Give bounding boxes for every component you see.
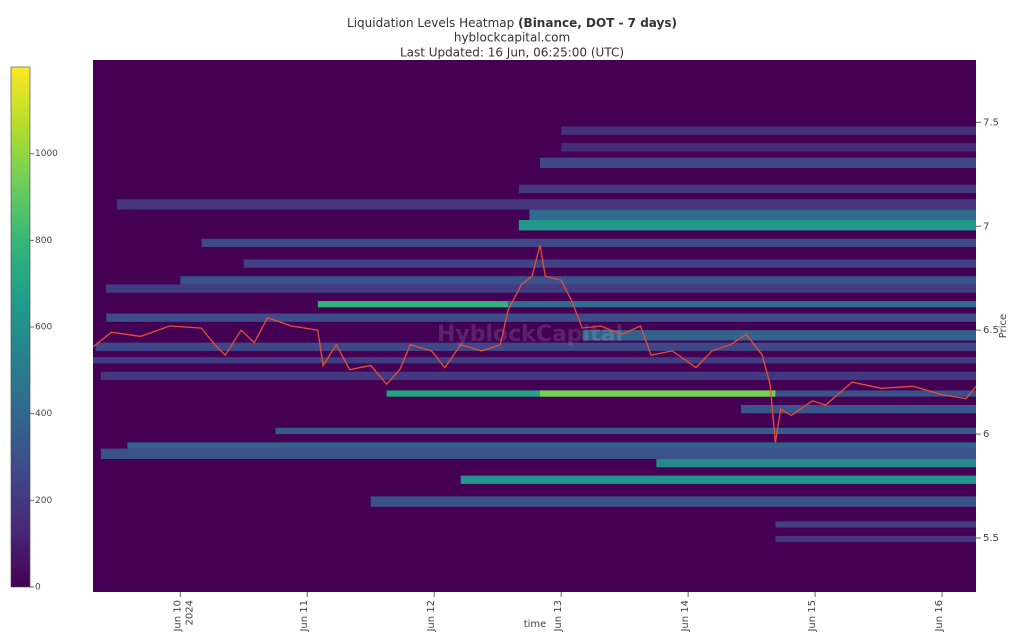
- heat-cell: [370, 496, 976, 507]
- heat-cell: [529, 209, 976, 221]
- heat-cell: [775, 535, 976, 543]
- price-line: [93, 244, 976, 443]
- heat-cell: [95, 342, 976, 351]
- watermark: HyblockCapital: [437, 322, 623, 347]
- heat-cell: [561, 143, 976, 152]
- heat-cell: [460, 475, 976, 484]
- x-tick-label: Jun 14: [680, 600, 691, 633]
- heat-cell: [317, 301, 509, 308]
- heat-cell: [775, 390, 976, 397]
- colorbar-tick-label: 0: [35, 583, 41, 593]
- heat-cell: [741, 404, 976, 414]
- heat-cell: [518, 220, 976, 231]
- colorbar-tick-label: 600: [35, 323, 52, 333]
- x-axis-label: time: [524, 619, 547, 630]
- heat-cell: [106, 313, 976, 322]
- x-tick-label: Jun 13: [553, 600, 564, 633]
- y-tick-label: 6: [983, 429, 989, 440]
- subtitle: hyblockcapital.com: [454, 31, 570, 45]
- heat-cell: [540, 390, 776, 397]
- heat-cell: [127, 442, 976, 449]
- heat-cell: [100, 448, 976, 459]
- heat-cell: [275, 427, 976, 435]
- plot-area: HyblockCapital: [93, 60, 976, 592]
- colorbar: [10, 66, 31, 588]
- x-tick-label: Jun 16: [934, 600, 945, 633]
- colorbar-tick-label: 800: [35, 236, 52, 246]
- title-text: Liquidation Levels Heatmap: [347, 16, 518, 30]
- heat-cell: [582, 330, 976, 341]
- colorbar-tick-label: 400: [35, 409, 52, 419]
- heat-cell: [116, 199, 976, 210]
- heat-cell: [540, 157, 976, 169]
- heat-cell: [561, 126, 976, 135]
- heat-cell: [100, 371, 976, 381]
- y-axis-label: Price: [998, 314, 1009, 338]
- chart-title: Liquidation Levels Heatmap (Binance, DOT…: [347, 16, 677, 30]
- heat-cell: [106, 284, 976, 293]
- heat-cell: [775, 521, 976, 528]
- overlay: 5.5 6 6.5 7 7.5 Jun 10 2024 Jun 11 Jun 12 Jun 13 J…: [10, 66, 999, 633]
- heat-cell: [508, 301, 976, 308]
- y-tick-label: 5.5: [983, 533, 999, 544]
- heat-cell: [201, 238, 976, 248]
- heat-cell: [93, 357, 976, 364]
- y-tick-label: 7.5: [983, 117, 999, 128]
- heat-cell: [518, 184, 976, 193]
- x-tick-label: Jun 12: [426, 600, 437, 633]
- x-tick-label: Jun 10: [172, 600, 183, 633]
- heat-cell: [180, 276, 976, 285]
- colorbar-tick-label: 1000: [35, 149, 58, 159]
- updated: Last Updated: 16 Jun, 06:25:00 (UTC): [400, 46, 624, 60]
- colorbar-tick-label: 200: [35, 496, 52, 506]
- x-tick-year: 2024: [184, 600, 195, 625]
- x-tick-label: Jun 15: [807, 600, 818, 633]
- x-tick-label: Jun 11: [299, 600, 310, 633]
- y-tick-label: 6.5: [983, 325, 999, 336]
- y-tick-label: 7: [983, 221, 989, 232]
- heat-cell: [656, 459, 976, 468]
- heat-cell: [243, 259, 976, 268]
- title-bold: (Binance, DOT - 7 days): [518, 16, 677, 30]
